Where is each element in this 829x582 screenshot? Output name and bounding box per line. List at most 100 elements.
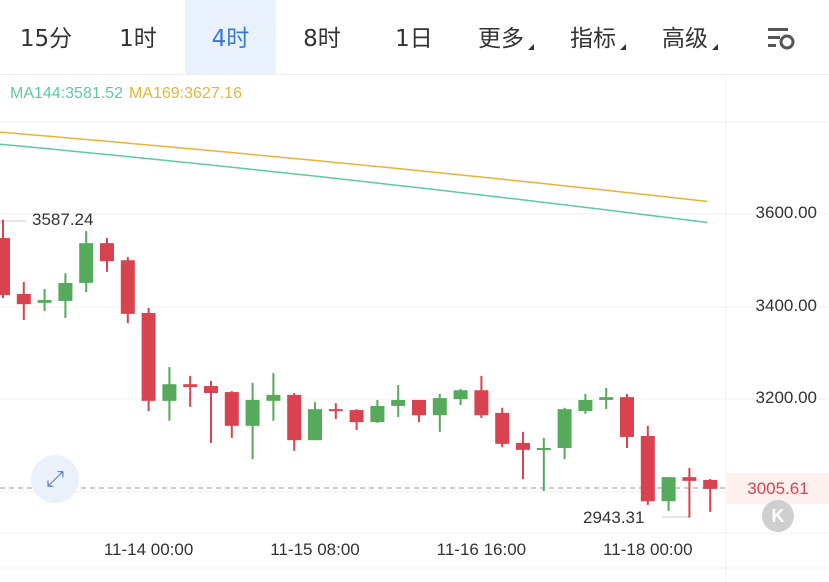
candle-up	[308, 402, 322, 441]
x-tick-label: 11-15 08:00	[270, 540, 360, 559]
candle-body	[349, 410, 364, 423]
tab-more[interactable]: 更多	[462, 0, 540, 74]
ma-legend: MA144:3581.52 MA169:3627.16	[10, 85, 248, 103]
candle-down	[224, 391, 239, 438]
candle-body	[287, 394, 302, 441]
tab-4h[interactable]: 4时	[185, 0, 276, 74]
candle-down	[16, 281, 31, 320]
candle-up	[37, 288, 52, 312]
candle-body	[661, 477, 676, 502]
tab-advanced[interactable]: 高级	[646, 0, 724, 74]
candle-body	[0, 238, 10, 295]
candle-body	[37, 300, 52, 303]
candle-body	[162, 384, 177, 401]
candle-body	[453, 390, 468, 399]
candle-down	[495, 407, 510, 448]
candle-down	[100, 238, 114, 272]
candle-body	[703, 479, 718, 489]
high-price-label: 3587.24	[32, 210, 94, 229]
candle-down	[349, 409, 364, 430]
candle-down	[640, 425, 655, 505]
candle-body	[79, 243, 94, 283]
candle-body	[391, 399, 406, 406]
y-tick-label: 3400.00	[755, 296, 817, 315]
dropdown-triangle-icon	[712, 44, 718, 50]
candle-body	[266, 394, 281, 401]
candle-up	[453, 388, 468, 406]
ma-line-ma144	[0, 143, 708, 224]
candle-body	[474, 390, 489, 416]
candle-body	[370, 405, 385, 423]
tab-advanced-label: 高级	[662, 26, 708, 52]
candle-body	[516, 442, 530, 450]
candle-body	[578, 399, 593, 412]
tab-15m[interactable]: 15分	[19, 26, 73, 52]
ma-line-ma169	[0, 131, 708, 203]
candle-body	[682, 477, 697, 481]
dropdown-triangle-icon	[620, 44, 626, 50]
x-tick-label: 11-14 00:00	[103, 540, 194, 559]
tab-indicators-label: 指标	[570, 26, 616, 52]
candle-down	[516, 431, 530, 480]
x-tick-label: 11-18 00:00	[603, 540, 693, 559]
candle-body	[204, 386, 218, 393]
candle-body	[16, 294, 31, 305]
candle-down	[204, 380, 218, 443]
candle-body	[120, 260, 135, 314]
dropdown-triangle-icon	[528, 44, 534, 50]
candle-down	[120, 257, 135, 324]
y-tick-label: 3600.00	[755, 203, 817, 222]
candle-body	[557, 409, 572, 449]
tab-1h[interactable]: 1时	[119, 26, 157, 52]
tab-1d[interactable]: 1日	[395, 26, 433, 52]
candle-up	[162, 367, 177, 421]
candle-down	[287, 392, 302, 451]
candle-down	[412, 399, 426, 423]
candle-up	[266, 373, 281, 421]
candle-down	[474, 375, 489, 418]
current-price-tag: 3005.61	[727, 473, 829, 504]
candle-body	[432, 398, 447, 416]
candle-body	[245, 399, 260, 426]
tab-more-label: 更多	[478, 26, 524, 52]
candle-up	[432, 393, 447, 432]
candle-body	[536, 448, 551, 451]
candle-up	[599, 387, 614, 410]
candle-body	[308, 409, 322, 441]
candle-up	[557, 407, 572, 460]
candle-body	[141, 312, 156, 401]
ma169-value: MA169:3627.16	[128, 85, 242, 102]
candle-body	[328, 409, 343, 412]
candle-up	[370, 399, 385, 424]
candle-up	[245, 382, 260, 460]
candle-down	[328, 403, 343, 419]
candle-up	[536, 437, 551, 492]
candle-body	[58, 282, 73, 301]
candle-body	[495, 412, 510, 444]
interval-tab-bar: 15分 1时 4时 8时 1日 更多 指标 高级	[0, 0, 829, 75]
candle-down	[620, 393, 634, 449]
chart-settings-icon[interactable]	[766, 26, 798, 52]
ma144-value: MA144:3581.52	[10, 85, 123, 102]
x-tick-label: 11-16 16:00	[436, 540, 527, 559]
candle-body	[640, 436, 655, 502]
candle-body	[100, 243, 114, 262]
candle-body	[599, 397, 614, 400]
candle-down	[141, 307, 156, 412]
candle-body	[412, 399, 426, 416]
candle-down	[183, 375, 198, 407]
low-price-label: 2943.31	[583, 508, 645, 527]
candle-up	[661, 477, 676, 511]
tab-indicators[interactable]: 指标	[554, 0, 632, 74]
tab-8h[interactable]: 8时	[303, 26, 341, 52]
candle-body	[183, 384, 198, 387]
candle-up	[58, 273, 73, 319]
candle-up	[578, 393, 593, 414]
k-line-toggle-button[interactable]: K	[762, 500, 794, 532]
candle-down	[682, 467, 697, 518]
expand-icon[interactable]: ⤢	[31, 455, 79, 503]
y-tick-label: 3200.00	[755, 388, 817, 407]
candle-body	[224, 392, 239, 426]
candle-up	[79, 231, 94, 293]
